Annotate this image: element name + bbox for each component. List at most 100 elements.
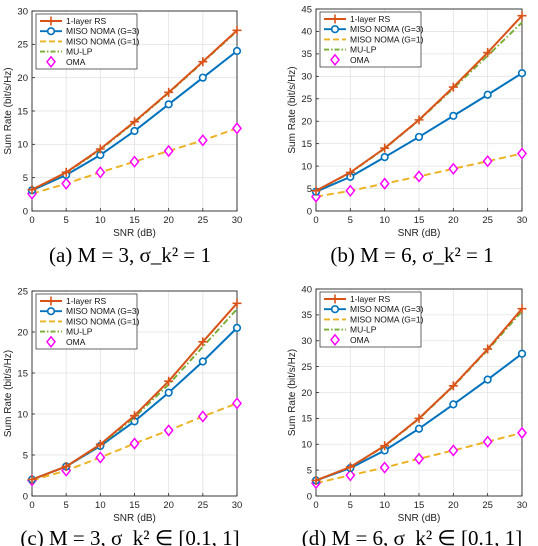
y-tick-label: 25	[17, 40, 28, 51]
x-tick-label: 25	[198, 500, 209, 511]
x-tick-label: 5	[64, 215, 69, 226]
x-axis-label: SNR (dB)	[398, 228, 441, 239]
x-tick-label: 25	[482, 215, 493, 226]
legend-label: MISO NOMA (G=3)	[350, 304, 424, 314]
legend-entry: MISO NOMA (G=1)	[40, 36, 140, 46]
data-point	[27, 475, 37, 485]
legend-label: MISO NOMA (G=1)	[350, 34, 424, 44]
y-axis-label: Sum Rate (bit/s/Hz)	[287, 349, 298, 436]
data-point	[164, 100, 173, 109]
x-tick-label: 10	[379, 215, 390, 226]
data-point	[232, 323, 242, 333]
data-point	[448, 82, 458, 92]
legend-label: 1-layer RS	[66, 16, 106, 26]
data-point	[379, 177, 390, 190]
data-point	[130, 126, 139, 136]
x-tick-label: 30	[517, 500, 528, 511]
legend-marker	[46, 296, 56, 306]
data-point	[414, 170, 424, 183]
data-point	[164, 388, 173, 397]
data-point	[517, 304, 527, 314]
legend-entry: OMA	[46, 55, 86, 69]
data-point	[164, 376, 174, 386]
x-tick-label: 20	[448, 215, 459, 226]
panel-caption: (a) M = 3, σ_k² = 1	[49, 243, 211, 267]
legend-label: OMA	[350, 335, 370, 345]
x-tick-label: 25	[198, 215, 209, 226]
data-point	[482, 435, 493, 448]
y-axis-label: Sum Rate (bit/s/Hz)	[3, 350, 14, 437]
y-axis-label: Sum Rate (bit/s/Hz)	[287, 66, 298, 153]
legend-entry: MISO NOMA (G=1)	[40, 316, 140, 326]
y-tick-label: 20	[17, 327, 28, 338]
data-point	[130, 117, 139, 127]
data-point	[232, 46, 242, 56]
legend-marker	[46, 16, 56, 26]
y-tick-label: 10	[301, 440, 312, 451]
chart-panel-3: 0 5 10 15 20 25 30 0 5 10 15 20 25 SNR (dB) Sum Rate (…	[3, 286, 242, 546]
data-point	[345, 462, 355, 472]
series-1-layer-rs	[311, 11, 527, 196]
legend-marker	[46, 55, 56, 69]
legend-label: MISO NOMA (G=3)	[350, 24, 424, 34]
data-point	[483, 48, 493, 58]
y-tick-label: 20	[17, 73, 28, 84]
data-point	[448, 381, 458, 391]
y-tick-label: 5	[23, 450, 28, 461]
chart-panel-1: 0 5 10 15 20 25 30 0 5 10 15 20 25 30 SNR (dB) Sum Rate…	[3, 6, 242, 267]
y-tick-label: 10	[301, 161, 312, 172]
y-tick-label: 15	[301, 414, 312, 425]
data-point	[449, 111, 458, 120]
y-tick-label: 25	[301, 94, 312, 105]
series-1-layer-rs	[27, 298, 242, 485]
legend-label: 1-layer RS	[66, 296, 106, 306]
y-tick-label: 25	[301, 362, 312, 373]
legend-label: OMA	[66, 337, 86, 347]
data-point	[380, 441, 390, 451]
legend-marker	[330, 14, 340, 24]
data-point	[95, 144, 105, 154]
panel-caption: (c) M = 3, σ_k² ∈ [0.1, 1]	[20, 526, 239, 546]
x-tick-label: 5	[348, 500, 353, 511]
data-point	[232, 397, 242, 410]
legend-label: 1-layer RS	[350, 294, 390, 304]
data-point	[345, 184, 356, 198]
x-tick-label: 20	[163, 215, 174, 226]
y-tick-label: 45	[301, 4, 312, 15]
legend-entry: MU-LP	[324, 325, 377, 335]
legend-label: MISO NOMA (G=1)	[66, 36, 140, 46]
data-point	[380, 143, 390, 153]
data-point	[517, 349, 527, 358]
data-point	[414, 413, 424, 423]
x-tick-label: 5	[64, 500, 69, 511]
data-point	[414, 452, 424, 465]
y-tick-label: 40	[301, 27, 312, 38]
x-tick-label: 10	[379, 500, 390, 511]
data-point	[61, 167, 71, 177]
legend-marker	[46, 307, 56, 316]
y-tick-label: 35	[301, 49, 312, 60]
x-tick-label: 10	[95, 500, 106, 511]
data-point	[163, 424, 174, 437]
legend-entry: 1-layer RS	[40, 16, 106, 26]
data-point	[482, 154, 493, 168]
data-point	[130, 411, 139, 421]
y-tick-label: 0	[23, 491, 28, 502]
series-1-layer-rs	[311, 304, 527, 485]
data-point	[95, 439, 105, 449]
legend-label: 1-layer RS	[350, 14, 390, 24]
data-point	[345, 167, 355, 177]
legend-marker	[330, 294, 340, 304]
legend-label: MU-LP	[66, 47, 93, 57]
data-point	[232, 122, 242, 135]
legend-label: MISO NOMA (G=1)	[350, 314, 424, 324]
data-point	[61, 461, 71, 471]
data-point	[163, 144, 174, 158]
data-point	[311, 186, 321, 196]
data-point	[517, 11, 527, 21]
data-point	[448, 444, 459, 457]
y-tick-label: 10	[17, 140, 28, 151]
data-point	[198, 357, 207, 366]
data-point	[232, 25, 242, 35]
